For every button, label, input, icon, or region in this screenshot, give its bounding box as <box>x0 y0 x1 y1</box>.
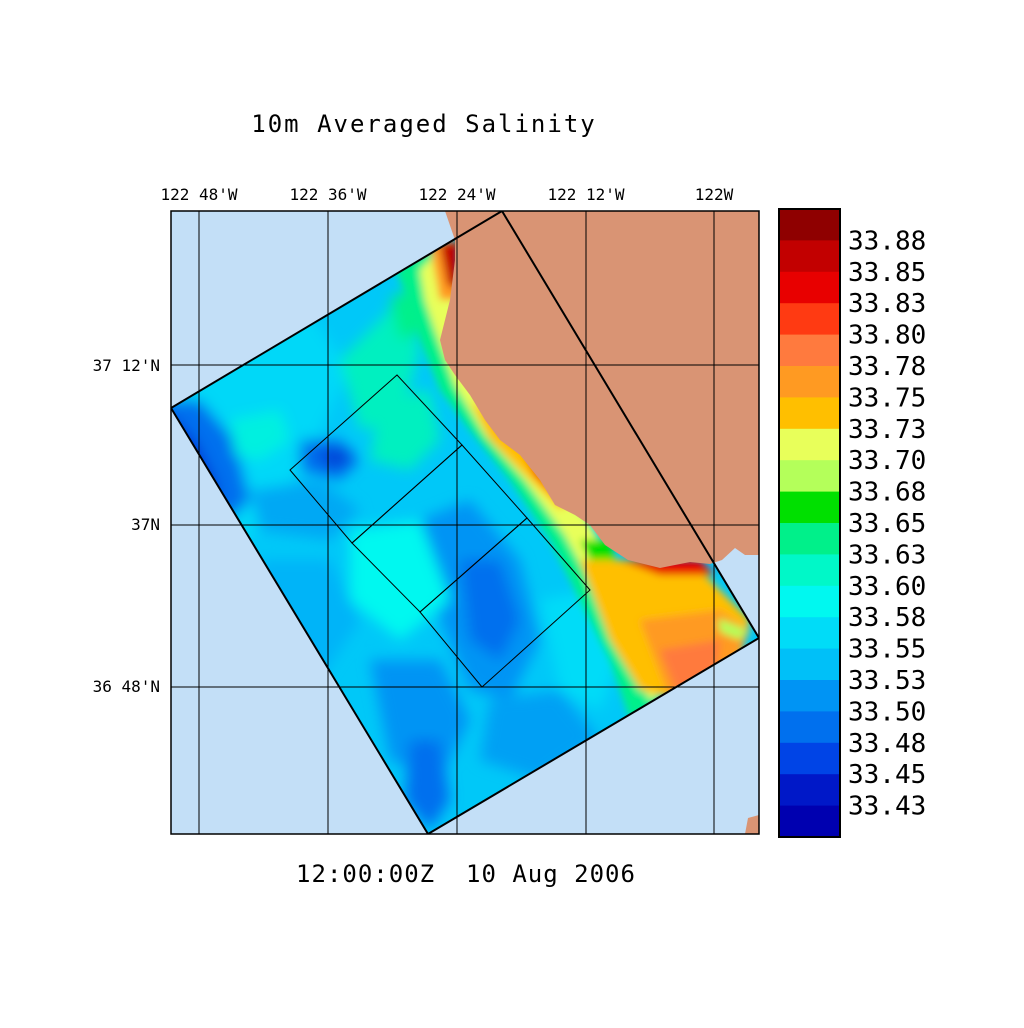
colorbar-label: 33.88 <box>848 226 926 256</box>
colorbar-swatch <box>779 774 840 807</box>
colorbar-label: 33.60 <box>848 572 926 602</box>
colorbar-swatch <box>779 240 840 273</box>
land-fragment <box>745 815 759 834</box>
lon-label-1: 122 48'W <box>160 185 237 204</box>
colorbar: 33.8833.8533.8333.8033.7833.7533.7333.70… <box>779 209 926 838</box>
model-domain-outline <box>171 211 759 834</box>
graticule <box>171 211 759 834</box>
colorbar-swatch <box>779 460 840 493</box>
colorbar-label: 33.70 <box>848 446 926 476</box>
colorbar-swatch <box>779 523 840 555</box>
colorbar-swatch <box>779 366 840 398</box>
colorbar-label: 33.63 <box>848 540 926 570</box>
colorbar-label: 33.80 <box>848 321 926 351</box>
colorbar-swatch <box>779 334 840 367</box>
lat-label-2: 37N <box>131 515 160 534</box>
colorbar-swatch <box>779 554 840 587</box>
colorbar-swatch <box>779 711 840 744</box>
colorbar-label: 33.53 <box>848 666 926 696</box>
colorbar-swatch <box>779 742 840 775</box>
colorbar-label: 33.45 <box>848 760 926 790</box>
colorbar-label: 33.75 <box>848 383 926 413</box>
colorbar-label: 33.55 <box>848 635 926 665</box>
timestamp-label: 12:00:00Z 10 Aug 2006 <box>296 860 636 888</box>
colorbar-label: 33.85 <box>848 258 926 288</box>
map-title: 10m Averaged Salinity <box>251 110 596 138</box>
lon-label-2: 122 36'W <box>289 185 366 204</box>
colorbar-swatch <box>779 271 840 304</box>
lon-label-4: 122 12'W <box>547 185 624 204</box>
colorbar-label: 33.68 <box>848 478 926 508</box>
colorbar-swatch <box>779 428 840 461</box>
colorbar-label: 33.50 <box>848 697 926 727</box>
colorbar-label: 33.43 <box>848 792 926 822</box>
colorbar-swatch <box>779 397 840 430</box>
lat-label-3: 36 48'N <box>93 677 160 696</box>
colorbar-swatch <box>779 209 840 241</box>
colorbar-swatch <box>779 680 840 712</box>
colorbar-label: 33.78 <box>848 352 926 382</box>
colorbar-swatch <box>779 303 840 336</box>
map-border <box>170 210 760 835</box>
lon-label-5: 122W <box>695 185 734 204</box>
land-area <box>440 211 759 568</box>
colorbar-label: 33.65 <box>848 509 926 539</box>
lon-label-3: 122 24'W <box>418 185 495 204</box>
colorbar-swatch <box>779 585 840 618</box>
lat-label-1: 37 12'N <box>93 356 160 375</box>
colorbar-label: 33.48 <box>848 729 926 759</box>
colorbar-border <box>778 208 841 838</box>
nested-boxes <box>289 374 591 688</box>
colorbar-swatch <box>779 648 840 681</box>
colorbar-label: 33.83 <box>848 289 926 319</box>
map-frame <box>171 211 759 834</box>
colorbar-swatch <box>779 805 840 838</box>
colorbar-label: 33.73 <box>848 415 926 445</box>
colorbar-swatch <box>779 491 840 524</box>
colorbar-label: 33.58 <box>848 603 926 633</box>
colorbar-swatch <box>779 617 840 650</box>
